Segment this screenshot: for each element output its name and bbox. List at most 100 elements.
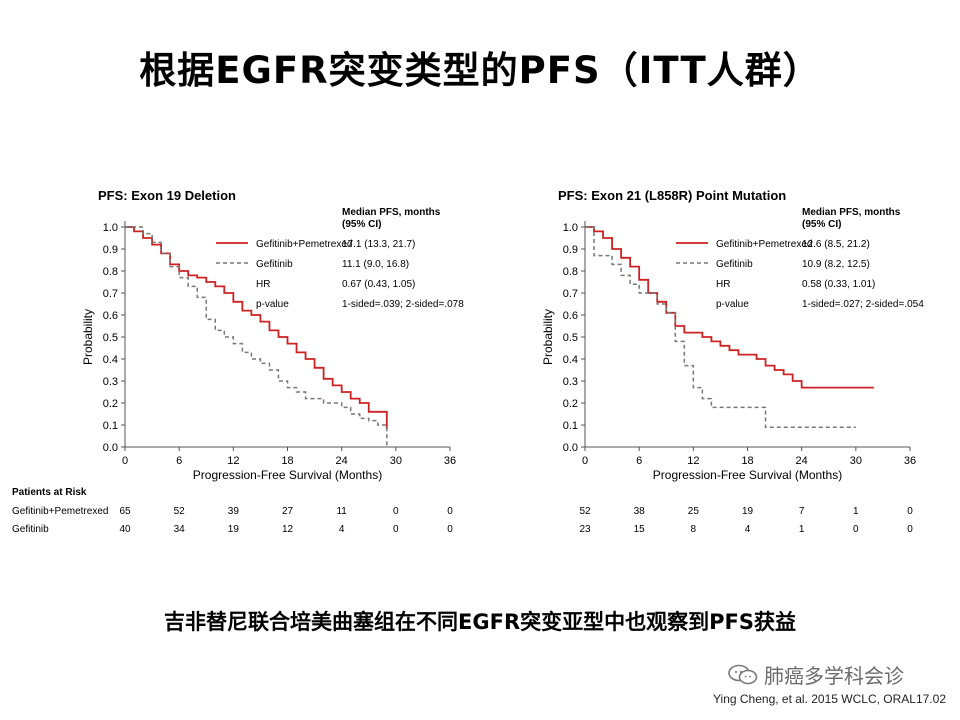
legend-label: HR — [716, 279, 730, 290]
legend-label: HR — [256, 279, 270, 290]
y-tick-label: 0.1 — [563, 420, 578, 432]
y-tick-label: 0.7 — [563, 288, 578, 300]
y-tick-label: 0.1 — [103, 420, 118, 432]
risk-number: 0 — [907, 524, 913, 535]
legend-value: 0.58 (0.33, 1.01) — [802, 279, 875, 290]
watermark-text: 肺癌多学科会诊 — [764, 664, 904, 688]
risk-number: 0 — [853, 524, 859, 535]
x-tick-label: 24 — [336, 455, 348, 467]
risk-number: 11 — [336, 506, 347, 517]
x-tick-label: 6 — [636, 455, 642, 467]
risk-number: 0 — [447, 506, 453, 517]
legend-header: Median PFS, months — [342, 207, 441, 218]
legend-value: 11.1 (9.0, 16.8) — [342, 259, 409, 270]
chart-title: PFS: Exon 19 Deletion — [98, 188, 236, 203]
legend-value: 12.6 (8.5, 21.2) — [802, 239, 870, 250]
legend-label: Gefitinib — [256, 259, 293, 270]
legend-value: 17.1 (13.3, 21.7) — [342, 239, 415, 250]
x-axis-label: Progression-Free Survival (Months) — [193, 468, 382, 482]
km-curve-gefitinib — [125, 226, 388, 447]
km-chart-exon21: PFS: Exon 21 (L858R) Point Mutation 0.0 0.… — [530, 175, 950, 482]
risk-number: 23 — [579, 524, 591, 535]
risk-number: 52 — [173, 506, 185, 517]
x-tick-label: 12 — [687, 455, 699, 467]
risk-number: 19 — [227, 524, 239, 535]
risk-number: 25 — [687, 506, 699, 517]
y-tick-label: 0.3 — [103, 376, 118, 388]
risk-number: 39 — [227, 506, 239, 517]
legend-header: Median PFS, months — [802, 207, 901, 218]
risk-number: 8 — [690, 524, 697, 535]
risk-number: 65 — [119, 506, 131, 517]
y-tick-label: 0.8 — [103, 266, 118, 278]
y-tick-label: 0.6 — [563, 310, 578, 322]
risk-number: 0 — [447, 524, 453, 535]
y-tick-label: 0.2 — [103, 398, 118, 410]
legend-label: Gefitinib+Pemetrexed — [256, 239, 352, 250]
risk-number: 7 — [798, 506, 805, 517]
km-chart-exon19-svg: PFS: Exon 19 Deletion 0.0 0.1 0.2 0.3 0.4 0.5 0… — [81, 188, 464, 482]
slide-title: 根据EGFR突变类型的PFS（ITT人群） — [139, 49, 821, 92]
x-tick-label: 6 — [176, 455, 182, 467]
km-curve-gefitinib — [585, 226, 856, 428]
y-tick-label: 0.6 — [103, 310, 118, 322]
legend-value: 0.67 (0.43, 1.05) — [342, 279, 415, 290]
legend-value: 1-sided=.027; 2-sided=.054 — [802, 299, 924, 310]
legend-value: 1-sided=.039; 2-sided=.078 — [342, 299, 464, 310]
risk-number: 1 — [798, 524, 805, 535]
x-axis-label: Progression-Free Survival (Months) — [653, 468, 842, 482]
legend-header-ci: (95% CI) — [342, 219, 381, 230]
risk-number: 40 — [119, 524, 131, 535]
y-tick-label: 0.3 — [563, 376, 578, 388]
legend-header-ci: (95% CI) — [802, 219, 841, 230]
x-tick-label: 30 — [850, 455, 862, 467]
y-tick-label: 0.0 — [563, 442, 578, 454]
y-tick-label: 0.4 — [103, 354, 118, 366]
watermark: 肺癌多学科会诊 — [728, 660, 904, 689]
km-chart-exon21-svg: PFS: Exon 21 (L858R) Point Mutation 0.0 0.… — [541, 188, 924, 482]
risk-number: 19 — [741, 506, 754, 517]
y-axis-label: Probability — [541, 309, 555, 365]
legend-label: p-value — [716, 299, 749, 310]
y-tick-label: 0.2 — [563, 398, 578, 410]
y-axis-label: Probability — [81, 309, 95, 365]
risk-number: 1 — [853, 506, 859, 517]
risk-number: 4 — [744, 524, 751, 535]
x-tick-label: 12 — [227, 455, 239, 467]
km-curve-combo — [125, 226, 388, 430]
y-tick-label: 0.9 — [563, 244, 578, 256]
y-tick-label: 0.9 — [103, 244, 118, 256]
x-tick-label: 0 — [122, 455, 128, 467]
x-tick-label: 24 — [796, 455, 808, 467]
conclusion-text: 吉非替尼联合培美曲塞组在不同EGFR突变亚型中也观察到PFS获益 — [164, 610, 796, 634]
chat-bubble-icon — [728, 664, 758, 684]
y-tick-label: 0.5 — [103, 332, 118, 344]
risk-table-title: Patients at Risk — [12, 487, 87, 498]
x-tick-label: 36 — [444, 455, 456, 467]
risk-number: 0 — [907, 506, 913, 517]
legend-label: p-value — [256, 299, 289, 310]
y-tick-label: 0.0 — [103, 442, 118, 454]
legend-value: 10.9 (8.2, 12.5) — [802, 259, 870, 270]
risk-number: 34 — [173, 524, 185, 535]
risk-number: 52 — [579, 506, 591, 517]
citation: Ying Cheng, et al. 2015 WCLC, ORAL17.02 — [712, 692, 946, 706]
legend-label: Gefitinib+Pemetrexed — [716, 239, 812, 250]
y-tick-label: 0.4 — [563, 354, 578, 366]
y-tick-label: 0.8 — [563, 266, 578, 278]
risk-number: 27 — [281, 506, 294, 517]
chart-title: PFS: Exon 21 (L858R) Point Mutation — [558, 188, 786, 203]
y-tick-label: 0.7 — [103, 288, 118, 300]
x-tick-label: 18 — [741, 455, 753, 467]
x-tick-label: 30 — [390, 455, 402, 467]
risk-number: 4 — [338, 524, 345, 535]
km-chart-exon19: PFS: Exon 19 Deletion 0.0 0.1 0.2 0.3 0.4 0.5 0… — [70, 175, 490, 482]
risk-number: 38 — [633, 506, 645, 517]
km-curve-combo — [585, 226, 874, 389]
risk-number: 0 — [393, 524, 399, 535]
risk-row-label-combo: Gefitinib+Pemetrexed — [12, 506, 109, 517]
risk-number: 15 — [633, 524, 645, 535]
risk-number: 12 — [281, 524, 294, 535]
risk-row-label-gefitinib: Gefitinib — [12, 524, 49, 535]
y-tick-label: 1.0 — [103, 222, 118, 234]
